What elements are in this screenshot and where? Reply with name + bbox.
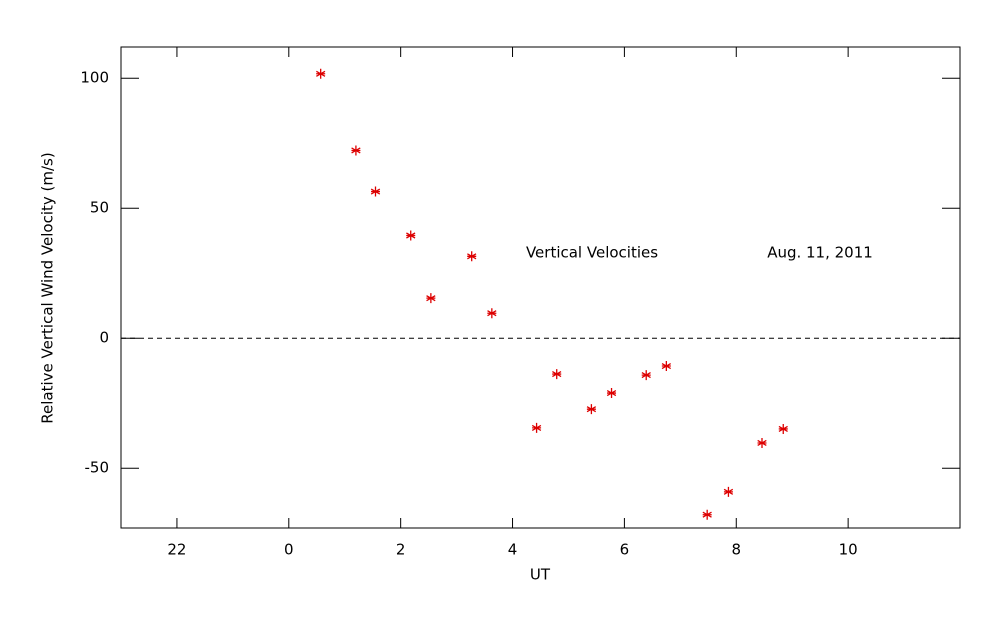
data-point — [778, 423, 788, 434]
data-point — [661, 361, 672, 372]
data-point — [552, 369, 562, 380]
data-point — [426, 293, 436, 304]
annotation: Vertical Velocities — [526, 244, 658, 262]
data-point — [370, 186, 381, 197]
data-point — [606, 388, 617, 399]
data-point — [757, 437, 767, 448]
data-point — [467, 251, 477, 262]
x-tick-label: 10 — [839, 541, 858, 559]
x-tick-label: 22 — [167, 541, 186, 559]
y-tick-label: 50 — [90, 199, 109, 217]
x-tick-label: 8 — [731, 541, 741, 559]
data-point — [586, 404, 597, 415]
y-tick-label: 0 — [99, 329, 109, 347]
x-tick-label: 0 — [284, 541, 294, 559]
data-point — [487, 308, 497, 319]
x-axis-label: UT — [530, 566, 551, 584]
data-point — [723, 486, 734, 497]
x-tick-label: 6 — [620, 541, 630, 559]
x-tick-label: 4 — [508, 541, 518, 559]
annotation: Aug. 11, 2011 — [767, 244, 873, 262]
y-axis-label: Relative Vertical Wind Velocity (m/s) — [39, 152, 57, 423]
data-point — [316, 68, 326, 79]
data-point — [406, 230, 416, 241]
plot-frame — [120, 46, 961, 529]
data-point — [641, 370, 651, 381]
data-point — [351, 145, 361, 156]
x-tick-label: 2 — [396, 541, 406, 559]
data-point — [702, 509, 712, 520]
y-tick-label: -50 — [85, 459, 110, 477]
data-point — [531, 422, 542, 433]
y-tick-label: 100 — [80, 69, 109, 87]
